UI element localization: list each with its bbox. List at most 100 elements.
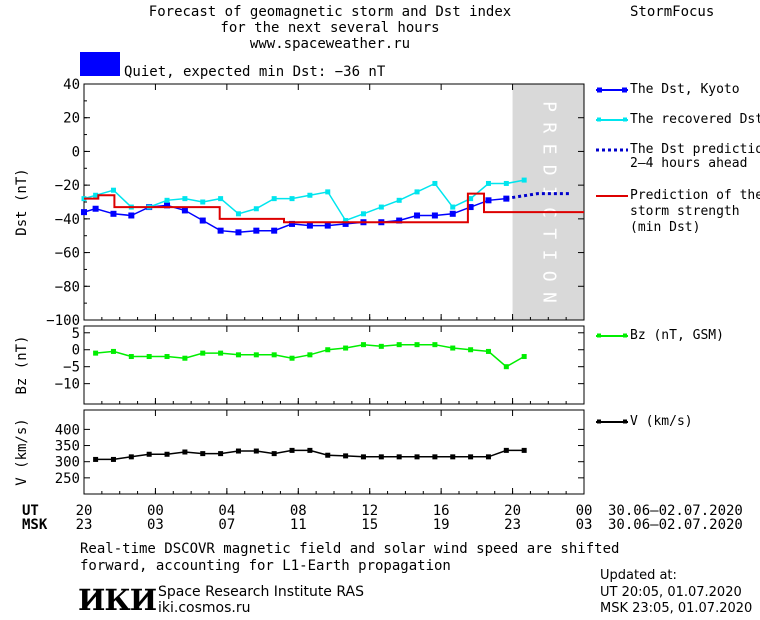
data-point-v xyxy=(485,454,491,460)
legend-swatch-kyoto xyxy=(596,82,628,96)
data-point-kyoto xyxy=(342,220,349,227)
data-point-recovered xyxy=(235,211,241,217)
status-color-box xyxy=(80,52,120,76)
y-tick-label: −20 xyxy=(55,178,80,194)
prediction-letter: D xyxy=(538,165,559,176)
data-point-kyoto xyxy=(449,210,456,217)
chart-title-line2: for the next several hours xyxy=(220,20,440,36)
data-point-bz xyxy=(343,345,349,351)
data-point-bz xyxy=(378,343,384,349)
y-axis-label-bz: Bz (nT) xyxy=(14,335,30,394)
msk-tick-label: 23 xyxy=(76,517,93,533)
data-point-v xyxy=(414,454,420,460)
data-point-bz xyxy=(182,355,188,361)
msk-tick-label: 23 xyxy=(504,517,521,533)
ut-row-label: UT xyxy=(22,503,39,519)
data-point-bz xyxy=(289,355,295,361)
data-point-v xyxy=(93,456,99,462)
y-tick-label: 250 xyxy=(55,471,80,487)
data-point-v xyxy=(289,447,295,453)
data-point-v xyxy=(432,454,438,460)
data-point-recovered xyxy=(182,196,188,202)
data-point-kyoto xyxy=(235,229,242,236)
data-point-v xyxy=(271,451,277,457)
y-axis-label-dst: Dst (nT) xyxy=(14,168,30,235)
msk-tick-label: 15 xyxy=(361,517,378,533)
data-point-recovered xyxy=(110,187,116,193)
legend-swatch-strength xyxy=(596,188,628,202)
brand-name: StormFocus xyxy=(630,4,715,20)
y-tick-label: 0 xyxy=(72,343,80,359)
data-point-kyoto xyxy=(431,212,438,219)
prediction-letter: O xyxy=(538,271,559,282)
data-point-bz xyxy=(485,348,491,354)
updated-ut: UT 20:05, 01.07.2020 xyxy=(600,585,742,600)
y-tick-label: −5 xyxy=(63,360,80,376)
data-point-kyoto xyxy=(485,197,492,204)
data-point-recovered xyxy=(521,177,527,183)
data-point-bz xyxy=(450,345,456,351)
data-point-recovered xyxy=(414,189,420,195)
data-point-recovered xyxy=(503,180,509,186)
msk-tick-label: 07 xyxy=(218,517,235,533)
data-point-v xyxy=(200,451,206,457)
legend-swatch-prediction xyxy=(596,142,628,156)
data-point-kyoto xyxy=(253,227,260,234)
data-point-bz xyxy=(325,347,331,353)
msk-tick-label: 11 xyxy=(290,517,307,533)
y-tick-label: 400 xyxy=(55,422,80,438)
data-point-bz xyxy=(235,352,241,358)
data-point-v xyxy=(521,447,527,453)
data-point-v xyxy=(182,449,188,455)
data-point-bz xyxy=(110,348,116,354)
data-point-kyoto xyxy=(128,212,135,219)
data-point-bz xyxy=(146,354,152,360)
ut-tick-label: 00 xyxy=(576,503,593,519)
data-point-recovered xyxy=(378,204,384,210)
legend-label-recovered: The recovered Dst xyxy=(630,112,760,127)
data-point-bz xyxy=(396,342,402,348)
date-range-msk: 30.06–02.07.2020 xyxy=(608,517,743,533)
data-point-recovered xyxy=(289,196,295,202)
data-point-v xyxy=(450,454,456,460)
data-point-v xyxy=(218,451,224,457)
data-point-recovered xyxy=(93,192,99,198)
y-tick-label: −10 xyxy=(55,377,80,393)
y-axis-label-v: V (km/s) xyxy=(14,418,30,485)
data-point-kyoto xyxy=(164,202,171,209)
legend-swatch-bz xyxy=(596,328,628,342)
data-point-recovered xyxy=(396,197,402,203)
ut-tick-label: 16 xyxy=(433,503,450,519)
y-tick-label: 20 xyxy=(63,111,80,127)
iki-logo: ИКИ xyxy=(78,583,157,617)
prediction-letter: E xyxy=(538,144,559,155)
panel-frame-v xyxy=(83,409,585,495)
data-point-kyoto xyxy=(110,210,117,217)
updated-msk: MSK 23:05, 01.07.2020 xyxy=(600,601,753,616)
data-point-v xyxy=(396,454,402,460)
legend-label-prediction-2: 2–4 hours ahead xyxy=(630,156,748,171)
legend-label-strength-1: Prediction of the xyxy=(630,188,760,203)
data-point-recovered xyxy=(432,180,438,186)
institute-site[interactable]: iki.cosmos.ru xyxy=(158,600,251,616)
y-tick-label: 0 xyxy=(72,144,80,160)
legend-label-kyoto: The Dst, Kyoto xyxy=(630,82,740,97)
data-point-kyoto xyxy=(92,205,99,212)
data-point-bz xyxy=(414,342,420,348)
ut-tick-label: 20 xyxy=(504,503,521,519)
legend-label-strength-3: (min Dst) xyxy=(630,220,701,235)
series-line-kyoto xyxy=(83,197,507,234)
data-point-v xyxy=(146,451,152,457)
site-url[interactable]: www.spaceweather.ru xyxy=(249,36,411,52)
date-range-ut: 30.06–02.07.2020 xyxy=(608,503,743,519)
data-point-bz xyxy=(93,350,99,356)
data-point-v xyxy=(307,447,313,453)
data-point-v xyxy=(468,454,474,460)
prediction-letter: P xyxy=(538,101,559,112)
legend-label-bz: Bz (nT, GSM) xyxy=(630,328,724,343)
data-point-recovered xyxy=(485,180,491,186)
data-point-kyoto xyxy=(199,217,206,224)
data-point-kyoto xyxy=(324,222,331,229)
ut-tick-label: 04 xyxy=(218,503,235,519)
data-point-v xyxy=(128,454,134,460)
